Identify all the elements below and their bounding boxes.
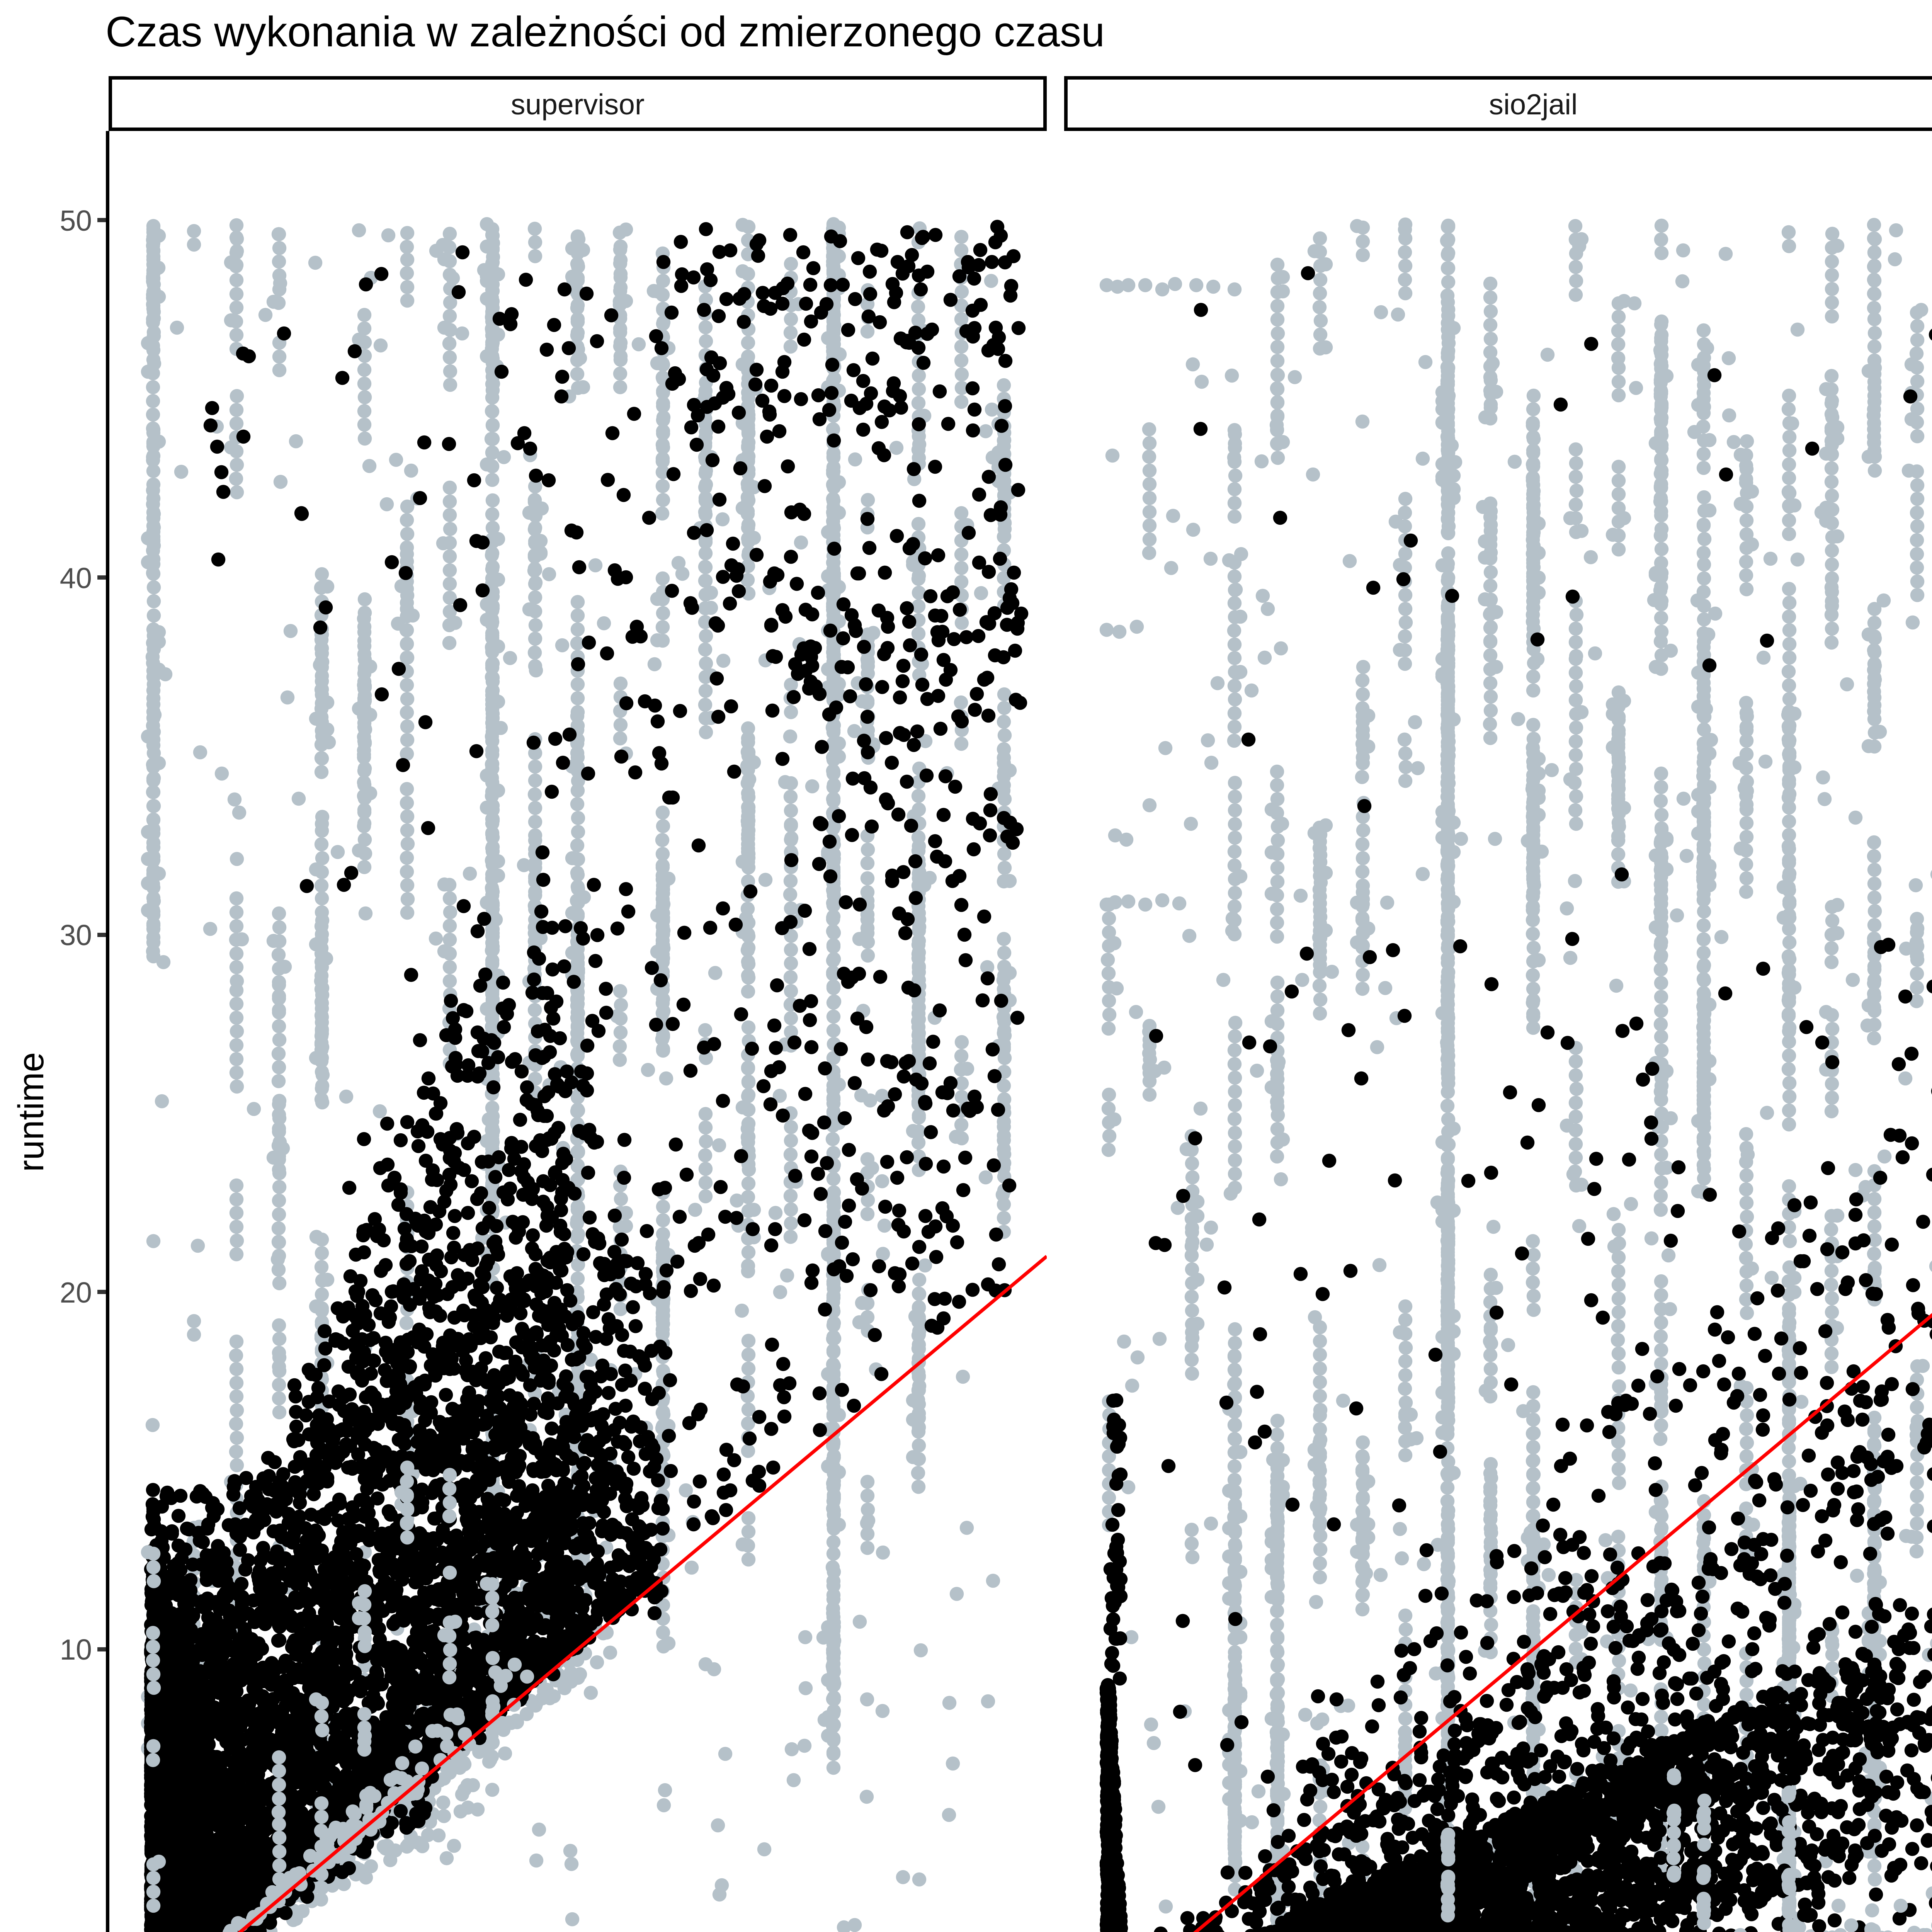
svg-text:supervisor: supervisor	[511, 88, 645, 121]
svg-text:sio2jail: sio2jail	[1489, 88, 1577, 121]
svg-text:40: 40	[60, 562, 92, 594]
svg-text:10: 10	[60, 1633, 92, 1666]
svg-text:runtime: runtime	[11, 1052, 51, 1172]
svg-text:50: 50	[60, 204, 92, 237]
svg-text:30: 30	[60, 919, 92, 951]
svg-text:Czas wykonania w zależności od: Czas wykonania w zależności od zmierzone…	[105, 8, 1105, 56]
svg-text:20: 20	[60, 1276, 92, 1309]
